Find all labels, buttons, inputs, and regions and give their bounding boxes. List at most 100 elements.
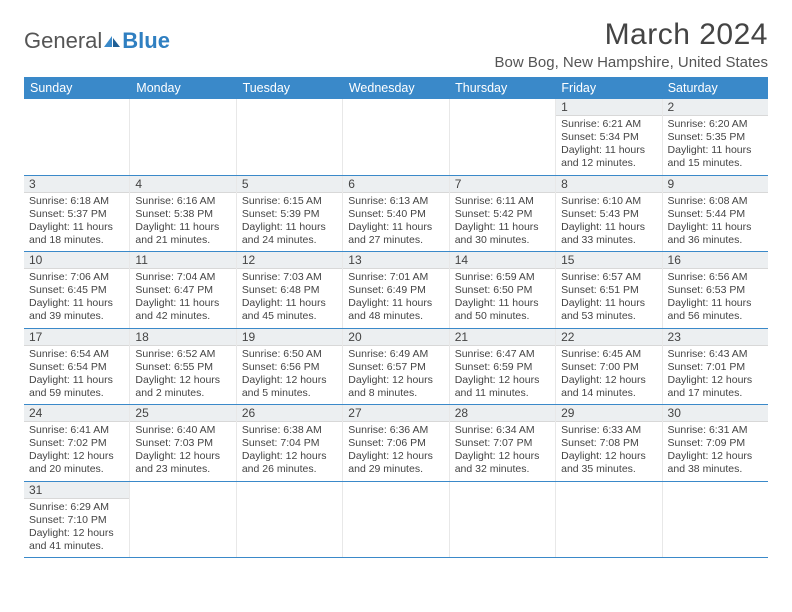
day-cell: 17Sunrise: 6:54 AMSunset: 6:54 PMDayligh… [24, 329, 130, 405]
daylight-line: Daylight: 11 hours and 59 minutes. [29, 374, 124, 400]
day-details: Sunrise: 6:31 AMSunset: 7:09 PMDaylight:… [663, 422, 768, 481]
day-details: Sunrise: 6:49 AMSunset: 6:57 PMDaylight:… [343, 346, 448, 405]
day-cell: 22Sunrise: 6:45 AMSunset: 7:00 PMDayligh… [556, 329, 662, 405]
day-number: 22 [556, 329, 661, 346]
sunset-line: Sunset: 5:38 PM [135, 208, 230, 221]
daylight-line: Daylight: 11 hours and 53 minutes. [561, 297, 656, 323]
sunset-line: Sunset: 5:37 PM [29, 208, 124, 221]
day-cell: 15Sunrise: 6:57 AMSunset: 6:51 PMDayligh… [556, 252, 662, 328]
day-details: Sunrise: 6:20 AMSunset: 5:35 PMDaylight:… [663, 116, 768, 175]
sunrise-line: Sunrise: 6:16 AM [135, 195, 230, 208]
day-details: Sunrise: 6:47 AMSunset: 6:59 PMDaylight:… [450, 346, 555, 405]
location-subtitle: Bow Bog, New Hampshire, United States [495, 54, 768, 71]
day-number: 28 [450, 405, 555, 422]
day-number: 23 [663, 329, 768, 346]
sunset-line: Sunset: 5:44 PM [668, 208, 763, 221]
day-number: 30 [663, 405, 768, 422]
sunrise-line: Sunrise: 7:06 AM [29, 271, 124, 284]
day-cell-empty [556, 482, 662, 558]
weekday-header-cell: Friday [555, 77, 661, 99]
day-details: Sunrise: 6:33 AMSunset: 7:08 PMDaylight:… [556, 422, 661, 481]
sunrise-line: Sunrise: 6:56 AM [668, 271, 763, 284]
day-number: 31 [24, 482, 129, 499]
sunset-line: Sunset: 5:43 PM [561, 208, 656, 221]
day-details: Sunrise: 6:13 AMSunset: 5:40 PMDaylight:… [343, 193, 448, 252]
day-details: Sunrise: 6:56 AMSunset: 6:53 PMDaylight:… [663, 269, 768, 328]
daylight-line: Daylight: 11 hours and 18 minutes. [29, 221, 124, 247]
sunrise-line: Sunrise: 6:52 AM [135, 348, 230, 361]
day-cell: 19Sunrise: 6:50 AMSunset: 6:56 PMDayligh… [237, 329, 343, 405]
day-details: Sunrise: 6:21 AMSunset: 5:34 PMDaylight:… [556, 116, 661, 175]
day-cell: 23Sunrise: 6:43 AMSunset: 7:01 PMDayligh… [663, 329, 768, 405]
sunset-line: Sunset: 6:48 PM [242, 284, 337, 297]
daylight-line: Daylight: 11 hours and 50 minutes. [455, 297, 550, 323]
week-row: 31Sunrise: 6:29 AMSunset: 7:10 PMDayligh… [24, 482, 768, 559]
day-number: 18 [130, 329, 235, 346]
day-details: Sunrise: 6:08 AMSunset: 5:44 PMDaylight:… [663, 193, 768, 252]
title-block: March 2024 Bow Bog, New Hampshire, Unite… [495, 18, 768, 71]
daylight-line: Daylight: 11 hours and 56 minutes. [668, 297, 763, 323]
day-details: Sunrise: 6:16 AMSunset: 5:38 PMDaylight:… [130, 193, 235, 252]
sunrise-line: Sunrise: 6:13 AM [348, 195, 443, 208]
sunset-line: Sunset: 6:47 PM [135, 284, 230, 297]
sunset-line: Sunset: 6:51 PM [561, 284, 656, 297]
day-details: Sunrise: 6:34 AMSunset: 7:07 PMDaylight:… [450, 422, 555, 481]
daylight-line: Daylight: 12 hours and 38 minutes. [668, 450, 763, 476]
sunrise-line: Sunrise: 6:33 AM [561, 424, 656, 437]
week-row: 24Sunrise: 6:41 AMSunset: 7:02 PMDayligh… [24, 405, 768, 482]
weekday-header-cell: Wednesday [343, 77, 449, 99]
day-cell: 18Sunrise: 6:52 AMSunset: 6:55 PMDayligh… [130, 329, 236, 405]
day-details: Sunrise: 6:50 AMSunset: 6:56 PMDaylight:… [237, 346, 342, 405]
week-row: 3Sunrise: 6:18 AMSunset: 5:37 PMDaylight… [24, 176, 768, 253]
day-number: 10 [24, 252, 129, 269]
daylight-line: Daylight: 11 hours and 15 minutes. [668, 144, 763, 170]
daylight-line: Daylight: 12 hours and 35 minutes. [561, 450, 656, 476]
day-number: 24 [24, 405, 129, 422]
day-details: Sunrise: 6:40 AMSunset: 7:03 PMDaylight:… [130, 422, 235, 481]
daylight-line: Daylight: 12 hours and 14 minutes. [561, 374, 656, 400]
day-cell: 21Sunrise: 6:47 AMSunset: 6:59 PMDayligh… [450, 329, 556, 405]
day-cell-empty [130, 482, 236, 558]
day-cell-empty [237, 99, 343, 175]
day-cell: 29Sunrise: 6:33 AMSunset: 7:08 PMDayligh… [556, 405, 662, 481]
daylight-line: Daylight: 12 hours and 11 minutes. [455, 374, 550, 400]
sunrise-line: Sunrise: 6:43 AM [668, 348, 763, 361]
sunset-line: Sunset: 7:07 PM [455, 437, 550, 450]
day-details: Sunrise: 7:06 AMSunset: 6:45 PMDaylight:… [24, 269, 129, 328]
day-cell-empty [237, 482, 343, 558]
day-number: 7 [450, 176, 555, 193]
sunrise-line: Sunrise: 6:21 AM [561, 118, 656, 131]
sunrise-line: Sunrise: 7:01 AM [348, 271, 443, 284]
day-details: Sunrise: 6:45 AMSunset: 7:00 PMDaylight:… [556, 346, 661, 405]
day-number: 19 [237, 329, 342, 346]
daylight-line: Daylight: 12 hours and 41 minutes. [29, 527, 124, 553]
weekday-header-cell: Saturday [662, 77, 768, 99]
day-details: Sunrise: 6:36 AMSunset: 7:06 PMDaylight:… [343, 422, 448, 481]
day-cell: 1Sunrise: 6:21 AMSunset: 5:34 PMDaylight… [556, 99, 662, 175]
sunrise-line: Sunrise: 6:29 AM [29, 501, 124, 514]
sunrise-line: Sunrise: 6:18 AM [29, 195, 124, 208]
sunset-line: Sunset: 6:54 PM [29, 361, 124, 374]
daylight-line: Daylight: 11 hours and 12 minutes. [561, 144, 656, 170]
sunset-line: Sunset: 5:34 PM [561, 131, 656, 144]
day-details: Sunrise: 6:38 AMSunset: 7:04 PMDaylight:… [237, 422, 342, 481]
day-number: 2 [663, 99, 768, 116]
daylight-line: Daylight: 12 hours and 5 minutes. [242, 374, 337, 400]
day-cell-empty [343, 482, 449, 558]
day-cell: 24Sunrise: 6:41 AMSunset: 7:02 PMDayligh… [24, 405, 130, 481]
sunrise-line: Sunrise: 6:57 AM [561, 271, 656, 284]
day-number: 4 [130, 176, 235, 193]
sunrise-line: Sunrise: 6:08 AM [668, 195, 763, 208]
daylight-line: Daylight: 11 hours and 30 minutes. [455, 221, 550, 247]
day-cell-empty [450, 99, 556, 175]
weekday-header-row: SundayMondayTuesdayWednesdayThursdayFrid… [24, 77, 768, 99]
daylight-line: Daylight: 11 hours and 48 minutes. [348, 297, 443, 323]
daylight-line: Daylight: 11 hours and 27 minutes. [348, 221, 443, 247]
daylight-line: Daylight: 11 hours and 45 minutes. [242, 297, 337, 323]
sunset-line: Sunset: 5:39 PM [242, 208, 337, 221]
sunset-line: Sunset: 6:57 PM [348, 361, 443, 374]
sunset-line: Sunset: 5:42 PM [455, 208, 550, 221]
day-cell: 31Sunrise: 6:29 AMSunset: 7:10 PMDayligh… [24, 482, 130, 558]
daylight-line: Daylight: 12 hours and 2 minutes. [135, 374, 230, 400]
weekday-header-cell: Sunday [24, 77, 130, 99]
